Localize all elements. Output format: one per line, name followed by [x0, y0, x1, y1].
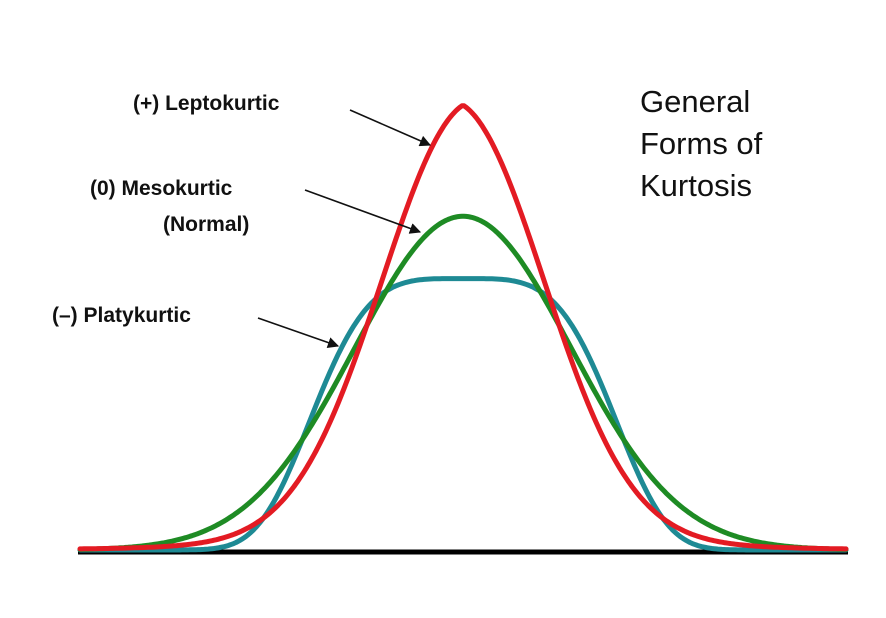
leptokurtic-label: (+) Leptokurtic	[133, 92, 280, 115]
platykurtic-label: (–) Platykurtic	[52, 304, 191, 327]
leptokurtic-pointer	[349, 109, 432, 147]
mesokurtic-pointer	[304, 189, 422, 234]
mesokurtic-label: (0) Mesokurtic	[90, 177, 233, 200]
platykurtic-curve	[77, 276, 849, 553]
title-line-2: Forms of	[640, 126, 763, 161]
mesokurtic-curve	[77, 213, 849, 552]
leptokurtic-curve	[77, 103, 849, 552]
title-line-1: General	[640, 84, 750, 119]
normal-label: (Normal)	[163, 213, 249, 236]
platykurtic-pointer	[257, 317, 340, 348]
title-line-3: Kurtosis	[640, 168, 752, 203]
